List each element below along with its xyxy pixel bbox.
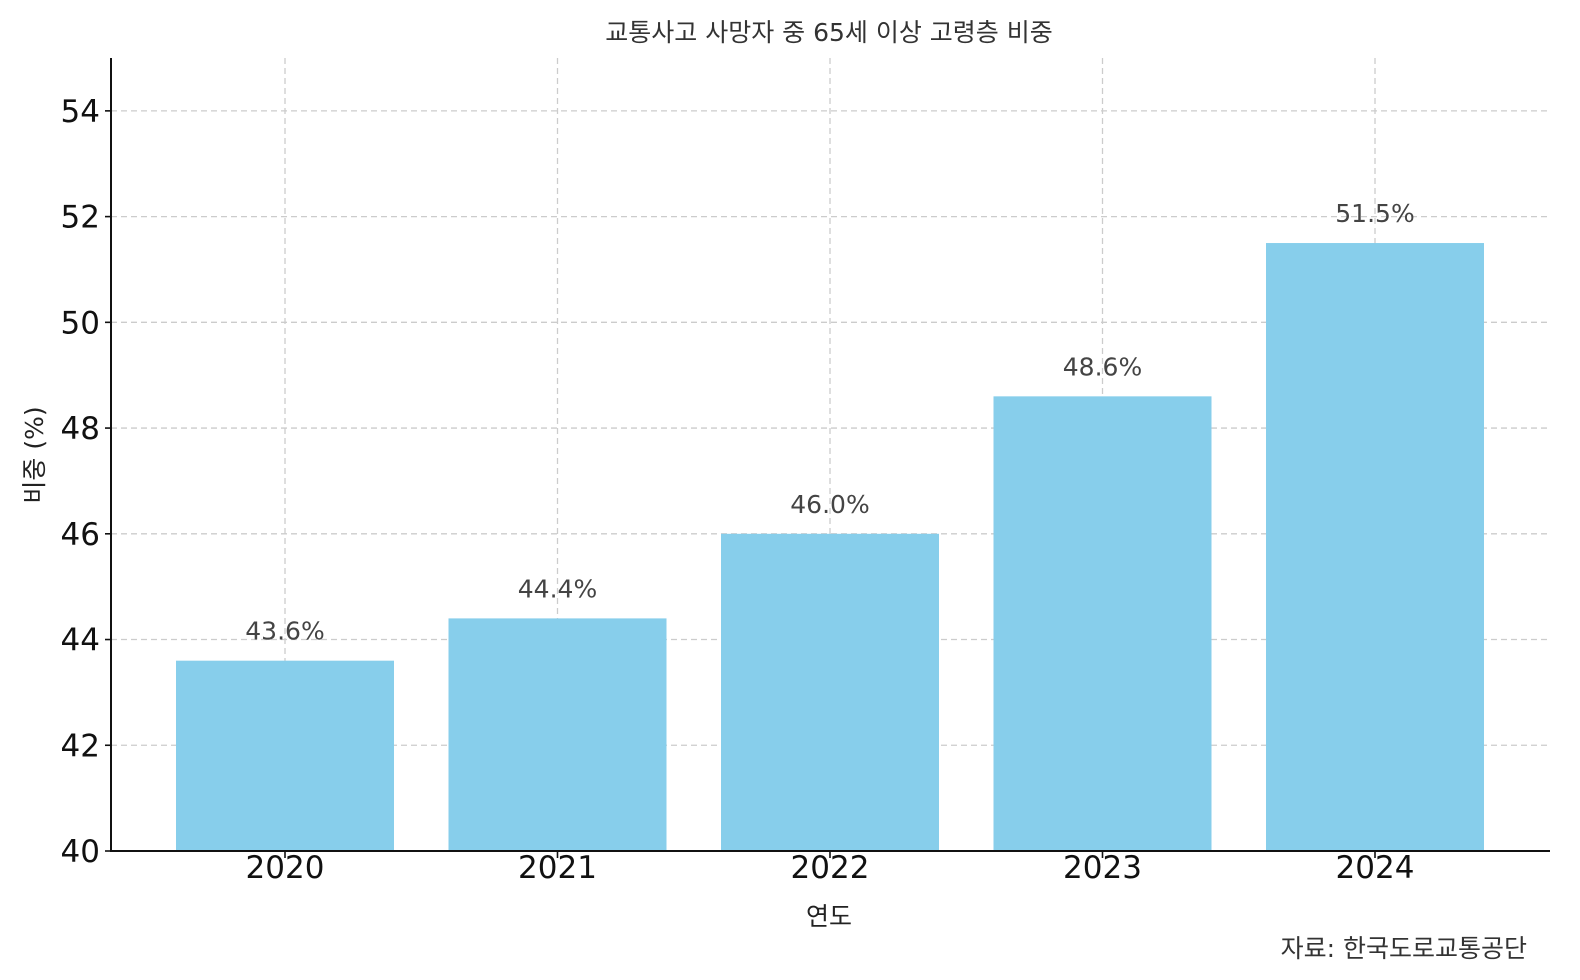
y-tick-label: 54 — [61, 94, 100, 130]
y-axis-label: 비중 (%) — [20, 406, 49, 503]
y-tick-label: 52 — [61, 200, 100, 236]
x-tick-label-2022: 2022 — [791, 850, 870, 886]
bar-2021 — [448, 618, 667, 851]
x-tick-label-2021: 2021 — [518, 850, 597, 886]
chart-title: 교통사고 사망자 중 65세 이상 고령층 비중 — [605, 18, 1053, 47]
x-axis-ticks: 2020 2021 2022 2023 2024 — [246, 850, 1415, 886]
bar-2020 — [176, 660, 394, 851]
data-label-2021: 44.4% — [518, 574, 597, 603]
data-labels: 43.6% 44.4% 46.0% 48.6% 51.5% — [245, 199, 1414, 646]
x-tick-label-2024: 2024 — [1336, 850, 1415, 886]
source-note: 자료: 한국도로교통공단 — [1281, 934, 1527, 963]
y-tick-label: 50 — [61, 305, 100, 341]
y-tick-label: 42 — [61, 728, 100, 764]
data-label-2023: 48.6% — [1063, 352, 1142, 381]
data-label-2024: 51.5% — [1335, 199, 1414, 228]
y-tick-label: 46 — [61, 517, 100, 553]
bar-2022 — [721, 533, 939, 851]
x-tick-label-2023: 2023 — [1063, 850, 1142, 886]
y-axis-ticks: 40 42 44 46 48 50 52 54 — [61, 94, 111, 870]
y-tick-label: 44 — [61, 623, 100, 659]
bar-2023 — [993, 396, 1212, 851]
y-tick-label: 40 — [61, 834, 100, 870]
x-tick-label-2020: 2020 — [246, 850, 325, 886]
data-label-2020: 43.6% — [245, 617, 324, 646]
data-label-2022: 46.0% — [790, 490, 869, 519]
y-tick-label: 48 — [61, 411, 100, 447]
bar-2024 — [1266, 243, 1484, 852]
x-axis-label: 연도 — [806, 902, 852, 931]
bars — [176, 243, 1484, 852]
